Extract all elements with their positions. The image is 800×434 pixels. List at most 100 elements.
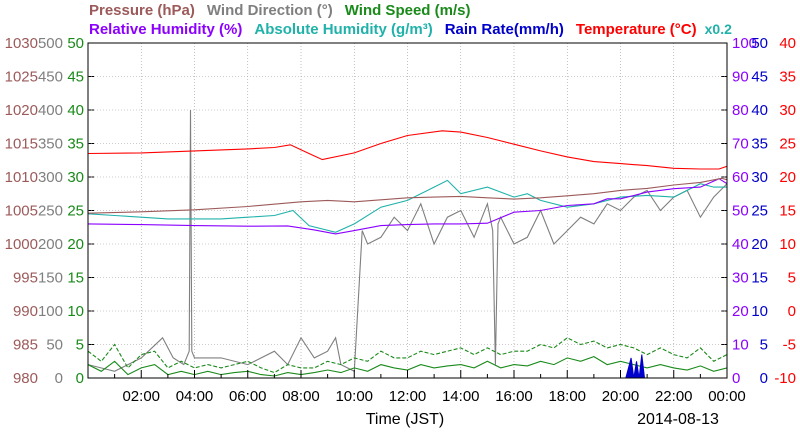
temperature-tick-label: 40 — [779, 35, 796, 52]
pressure-tick-label: 1000 — [5, 236, 38, 253]
wind-direction-tick-label: 50 — [46, 337, 63, 354]
wind-direction-tick-label: 300 — [38, 169, 63, 186]
wind-direction-tick-label: 0 — [55, 370, 63, 387]
wind-speed-tick-label: 15 — [67, 270, 84, 287]
x-tick-label: 14:00 — [442, 388, 480, 405]
wind-direction-tick-label: 400 — [38, 102, 63, 119]
series-absolute-humidity-g-m — [88, 179, 727, 233]
temperature-tick-label: 20 — [779, 169, 796, 186]
x-tick-label: 20:00 — [602, 388, 640, 405]
temperature-tick-label: 25 — [779, 136, 796, 153]
relative-humidity-tick-label: 100 — [732, 35, 757, 52]
x-tick-label: 22:00 — [655, 388, 693, 405]
rain-rate-tick-label: 30 — [751, 169, 768, 186]
wind-speed-tick-label: 20 — [67, 236, 84, 253]
pressure-tick-label: 985 — [13, 337, 38, 354]
series-wind-speed-max-m-s — [88, 337, 727, 374]
series-relative-humidity — [88, 178, 727, 235]
wind-speed-tick-label: 25 — [67, 203, 84, 220]
relative-humidity-tick-label: 50 — [732, 203, 749, 220]
wind-speed-tick-label: 0 — [76, 370, 84, 387]
series-rain-rate-mm-h — [88, 354, 727, 378]
legend-temperature: Temperature (°C) — [576, 21, 697, 38]
x-axis: 02:00 04:00 06:00 08:00 10:00 12:00 14:00 16:00… — [114, 370, 746, 405]
rain-rate-tick-label: 10 — [751, 303, 768, 320]
relative-humidity-tick-label: 70 — [732, 136, 749, 153]
legend-multiplier: x0.2 — [705, 21, 732, 37]
x-tick-label: 00:00 — [708, 388, 746, 405]
x-tick-label: 18:00 — [548, 388, 586, 405]
relative-humidity-tick-label: 80 — [732, 102, 749, 119]
rain-rate-tick-label: 45 — [751, 69, 768, 86]
wind-direction-tick-label: 350 — [38, 136, 63, 153]
x-tick-label: 16:00 — [495, 388, 533, 405]
series-temperature-c — [88, 130, 727, 170]
pressure-tick-label: 1005 — [5, 203, 38, 220]
legend-wind-speed: Wind Speed (m/s) — [345, 2, 471, 19]
x-tick-label: 02:00 — [122, 388, 160, 405]
relative-humidity-tick-label: 0 — [732, 370, 740, 387]
pressure-tick-label: 1020 — [5, 102, 38, 119]
wind-speed-tick-label: 40 — [67, 102, 84, 119]
right-axes: 0102030405060708090100051015202530354045… — [721, 35, 796, 387]
series-wind-direction — [88, 109, 727, 373]
series-pressure-hpa — [88, 177, 727, 214]
x-tick-label: 04:00 — [176, 388, 214, 405]
wind-speed-tick-label: 5 — [76, 337, 84, 354]
grid — [88, 43, 727, 378]
pressure-tick-label: 1025 — [5, 69, 38, 86]
temperature-tick-label: 5 — [788, 270, 796, 287]
left-axes: 9809859909951000100510101015102010251030… — [5, 35, 94, 387]
wind-direction-tick-label: 100 — [38, 303, 63, 320]
legend-relative-humidity: Relative Humidity (%) — [89, 21, 242, 38]
legend-wind-direction: Wind Direction (°) — [207, 2, 333, 19]
x-tick-label: 12:00 — [389, 388, 427, 405]
pressure-tick-label: 995 — [13, 270, 38, 287]
rain-rate-tick-label: 0 — [760, 370, 768, 387]
pressure-tick-label: 980 — [13, 370, 38, 387]
pressure-tick-label: 1030 — [5, 35, 38, 52]
wind-speed-tick-label: 35 — [67, 136, 84, 153]
temperature-tick-label: -5 — [783, 337, 796, 354]
date-label: 2014-08-13 — [637, 411, 719, 428]
wind-direction-tick-label: 250 — [38, 203, 63, 220]
legend: Pressure (hPa) Wind Direction (°) Wind Spe… — [89, 2, 732, 38]
pressure-tick-label: 990 — [13, 303, 38, 320]
temperature-tick-label: 0 — [788, 303, 796, 320]
temperature-tick-label: 30 — [779, 102, 796, 119]
x-axis-label: Time (JST) — [366, 411, 445, 428]
wind-direction-tick-label: 200 — [38, 236, 63, 253]
relative-humidity-tick-label: 90 — [732, 69, 749, 86]
x-tick-label: 10:00 — [335, 388, 373, 405]
pressure-tick-label: 1015 — [5, 136, 38, 153]
relative-humidity-tick-label: 40 — [732, 236, 749, 253]
x-tick-label: 06:00 — [229, 388, 267, 405]
relative-humidity-tick-label: 30 — [732, 270, 749, 287]
rain-rate-tick-label: 25 — [751, 203, 768, 220]
rain-rate-tick-label: 20 — [751, 236, 768, 253]
wind-speed-tick-label: 50 — [67, 35, 84, 52]
wind-speed-tick-label: 30 — [67, 169, 84, 186]
wind-speed-tick-label: 45 — [67, 69, 84, 86]
wind-direction-tick-label: 500 — [38, 35, 63, 52]
temperature-tick-label: 35 — [779, 69, 796, 86]
x-tick-label: 08:00 — [282, 388, 320, 405]
wind-speed-tick-label: 10 — [67, 303, 84, 320]
rain-rate-tick-label: 15 — [751, 270, 768, 287]
relative-humidity-tick-label: 60 — [732, 169, 749, 186]
wind-direction-tick-label: 150 — [38, 270, 63, 287]
rain-rate-tick-label: 40 — [751, 102, 768, 119]
legend-absolute-humidity: Absolute Humidity (g/m³) — [254, 21, 432, 38]
legend-pressure: Pressure (hPa) — [89, 2, 195, 19]
relative-humidity-tick-label: 20 — [732, 303, 749, 320]
legend-rain-rate: Rain Rate(mm/h) — [445, 21, 564, 38]
temperature-tick-label: 15 — [779, 203, 796, 220]
wind-direction-tick-label: 450 — [38, 69, 63, 86]
temperature-tick-label: -10 — [774, 370, 796, 387]
temperature-tick-label: 10 — [779, 236, 796, 253]
pressure-tick-label: 1010 — [5, 169, 38, 186]
rain-rate-tick-label: 35 — [751, 136, 768, 153]
relative-humidity-tick-label: 10 — [732, 337, 749, 354]
rain-rate-tick-label: 5 — [760, 337, 768, 354]
